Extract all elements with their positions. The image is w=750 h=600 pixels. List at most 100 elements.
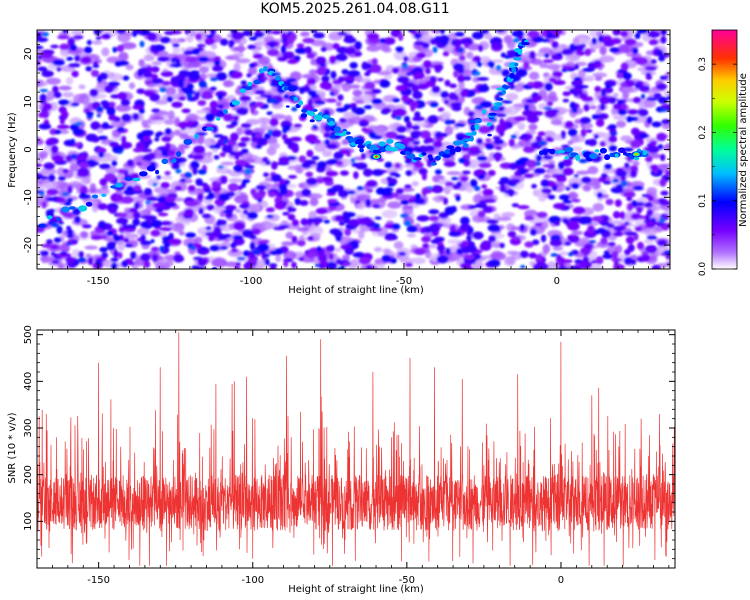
- ridge-blob: [61, 206, 70, 213]
- y-tick-label: 100: [23, 512, 34, 531]
- plot-frame: [36, 329, 676, 569]
- ridge-blob: [283, 86, 289, 91]
- ridge-blob: [216, 117, 221, 121]
- ridge-blob: [481, 109, 487, 115]
- ridge-blob: [428, 157, 434, 161]
- ridge-blob: [176, 151, 182, 157]
- ridge-blob: [68, 206, 76, 210]
- ridge-blob: [222, 109, 228, 115]
- ridge-blob: [154, 169, 160, 175]
- ridge-blob: [564, 146, 574, 153]
- ridge-blob: [359, 147, 364, 153]
- ridge-blob: [502, 85, 511, 89]
- ridge-blob: [357, 144, 366, 149]
- ridge-blob: [404, 150, 411, 155]
- ridge-blob: [521, 41, 530, 46]
- ridge-blob: [496, 97, 504, 101]
- ridge-blob: [124, 176, 133, 181]
- ridge-blob: [408, 153, 416, 160]
- x-tick-label: 0: [558, 575, 564, 586]
- ridge-blob: [231, 100, 240, 106]
- snr-axes: -150 -100 -50 0 100 200 300 400 500: [23, 325, 675, 586]
- ridge-blob: [322, 114, 331, 120]
- ridge-blob: [434, 155, 441, 161]
- ridge-blob: [449, 148, 456, 155]
- ridge-blob: [85, 201, 93, 207]
- colorbar-label: Normalized spectral amplitude: [738, 73, 749, 227]
- ridge-blob: [397, 143, 406, 150]
- y-tick-label: 20: [23, 48, 34, 61]
- ridge-blob: [313, 114, 323, 121]
- ridge-blob: [557, 149, 566, 154]
- hotspot: [631, 151, 642, 158]
- y-tick-label: -10: [23, 189, 34, 205]
- colorbar: 0.0 0.1 0.2 0.3 Normalized spectral amplitu…: [698, 29, 749, 276]
- ridge-blob: [38, 223, 46, 228]
- ridge-blob: [258, 68, 264, 74]
- ridge-blob: [604, 154, 611, 161]
- ridge-blob: [463, 138, 472, 142]
- spectrogram-field: [37, 30, 670, 269]
- ridge-blob: [589, 153, 598, 160]
- ridge-blob: [201, 126, 208, 132]
- ridge-blob: [413, 157, 422, 161]
- ridge-blob: [271, 72, 276, 77]
- y-tick-label: 10: [23, 95, 34, 108]
- ridge-blob: [317, 112, 323, 116]
- hotspot: [433, 160, 436, 163]
- ridge-blob: [263, 65, 268, 72]
- ridge-blob: [298, 100, 304, 106]
- colorbar-ticks: 0.0 0.1 0.2 0.3: [698, 57, 737, 276]
- colorbar-tick-label: 0.3: [698, 57, 708, 71]
- ridge-blob: [312, 108, 318, 113]
- ridge-blob: [474, 123, 480, 131]
- ridge-blob: [295, 103, 301, 109]
- ridge-blob: [46, 215, 53, 220]
- spectral-ridges: [38, 38, 649, 269]
- colorbar-tick-label: 0.1: [698, 194, 708, 208]
- ridge-blob: [511, 67, 517, 74]
- y-tick-label: 300: [23, 418, 34, 437]
- ridge-blob: [161, 158, 169, 165]
- ridge-blob: [496, 102, 503, 107]
- hotspot: [371, 153, 382, 160]
- colorbar-tick-label: 0.2: [698, 125, 708, 139]
- ridge-blob: [146, 165, 156, 172]
- hotspot: [309, 119, 315, 123]
- x-axis-label: Height of straight line (km): [288, 584, 424, 595]
- ridge-blob: [486, 122, 492, 127]
- y-tick-label: 400: [23, 372, 34, 391]
- ridge-blob: [139, 171, 148, 177]
- chart-title: KOM5.2025.261.04.08.G11: [260, 1, 450, 17]
- y-tick-label: 200: [23, 465, 34, 484]
- ridge-blob: [91, 194, 99, 199]
- ridge-blob: [454, 146, 462, 153]
- x-tick-label: -100: [240, 276, 263, 287]
- ridge-blob: [101, 193, 107, 198]
- ridge-blob: [642, 149, 648, 156]
- ridge-blob: [132, 177, 141, 182]
- ridge-blob: [301, 108, 308, 113]
- ridge-blob: [386, 138, 394, 144]
- ridge-blob: [247, 81, 253, 87]
- x-tick-label: -50: [396, 276, 412, 287]
- colorbar-tick-label: 0.0: [698, 262, 708, 277]
- hotspot: [487, 133, 492, 137]
- ridge-blob: [115, 182, 124, 188]
- ridge-blob: [346, 131, 351, 135]
- snr-series-line: [37, 332, 675, 566]
- ridge-blob: [469, 135, 474, 142]
- y-axis-label: Frequency (Hz): [7, 112, 18, 188]
- y-tick-label: 0: [23, 146, 34, 152]
- ridge-blob: [471, 130, 477, 136]
- y-axis-label: SNR (10 * v/v): [7, 412, 18, 483]
- x-tick-label: 0: [554, 276, 560, 287]
- hotspot: [598, 153, 601, 156]
- ridge-blob: [281, 83, 288, 88]
- ridge-blob: [329, 120, 334, 125]
- ridge-blob: [548, 148, 556, 155]
- ridge-blob: [274, 75, 281, 81]
- ridge-blob: [492, 105, 500, 111]
- y-tick-label: -20: [23, 237, 34, 253]
